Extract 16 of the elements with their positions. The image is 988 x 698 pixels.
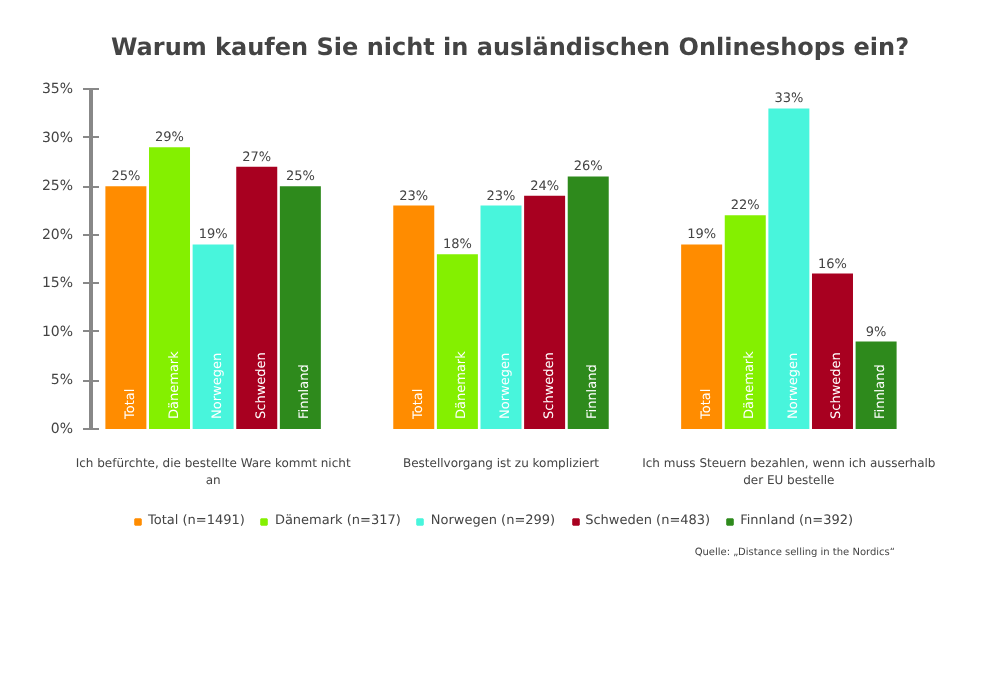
bar [811,273,853,429]
bar [724,215,766,429]
bar [768,108,810,429]
bar [149,147,191,429]
bar [279,186,321,429]
bar [236,166,278,429]
bar [567,176,609,429]
bar [480,205,522,429]
bar [105,186,147,429]
bar [393,205,435,429]
chart-title: Warum kaufen Sie nicht in ausländischen Onlineshops ein? [111,33,910,61]
bar [192,244,234,429]
bar [524,195,566,429]
bar [436,254,478,429]
bar [855,341,897,429]
bar [681,244,723,429]
